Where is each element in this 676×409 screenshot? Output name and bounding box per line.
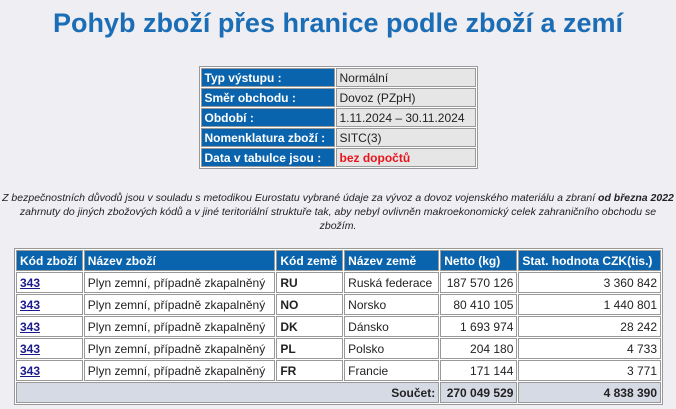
netto-cell: 171 144: [440, 360, 518, 381]
netto-cell: 187 570 126: [440, 272, 518, 293]
column-header: Název zboží: [83, 250, 276, 271]
netto-cell: 1 693 974: [440, 316, 518, 337]
goods-code-link[interactable]: 343: [20, 363, 41, 378]
table-row: 343 Plyn zemní, případně zkapalněný PL P…: [16, 338, 661, 359]
info-row: Typ výstupu : Normální: [200, 68, 476, 87]
info-row: Směr obchodu : Dovoz (PZpH): [200, 88, 476, 107]
info-row: Období :1.11.2024 – 30.11.2024: [200, 108, 476, 127]
note-text: Z bezpečnostních důvodů jsou v souladu s…: [2, 192, 599, 204]
sum-netto: 270 049 529: [440, 382, 518, 403]
sum-row: Součet: 270 049 529 4 838 390: [16, 382, 661, 403]
goods-name-cell: Plyn zemní, případně zkapalněný: [83, 272, 276, 293]
info-label: Směr obchodu :: [200, 88, 335, 107]
country-code-cell: DK: [276, 316, 344, 337]
goods-code-link[interactable]: 343: [20, 297, 41, 312]
table-header-row: Kód zboží Název zboží Kód země Název země Ne…: [16, 250, 661, 271]
value-cell: 3 771: [518, 360, 661, 381]
country-name-cell: Francie: [344, 360, 440, 381]
column-header: Kód zboží: [16, 250, 83, 271]
table-row: 343 Plyn zemní, případně zkapalněný NO N…: [16, 294, 661, 315]
info-label: Data v tabulce jsou :: [200, 148, 335, 167]
goods-name-cell: Plyn zemní, případně zkapalněný: [83, 360, 276, 381]
info-row: Data v tabulce jsou : bez dopočtů: [200, 148, 476, 167]
note-text: zahrnuty do jiných zbožových kódů a v ji…: [19, 206, 657, 232]
sum-label: Součet:: [16, 382, 440, 403]
goods-name-cell: Plyn zemní, případně zkapalněný: [83, 294, 276, 315]
goods-code-cell: 343: [16, 360, 83, 381]
info-label: Nomenklatura zboží :: [200, 128, 335, 147]
info-value: Dovoz (PZpH): [335, 88, 476, 107]
data-table: Kód zboží Název zboží Kód země Název země Ne…: [14, 248, 663, 405]
column-header: Název země: [344, 250, 440, 271]
security-note: Z bezpečnostních důvodů jsou v souladu s…: [0, 191, 676, 233]
value-cell: 1 440 801: [518, 294, 661, 315]
goods-name-cell: Plyn zemní, případně zkapalněný: [83, 316, 276, 337]
country-code-cell: NO: [276, 294, 344, 315]
info-label: Období :: [200, 108, 335, 127]
goods-code-cell: 343: [16, 272, 83, 293]
country-name-cell: Dánsko: [344, 316, 440, 337]
info-label: Typ výstupu :: [200, 68, 335, 87]
country-name-cell: Norsko: [344, 294, 440, 315]
column-header: Kód země: [276, 250, 344, 271]
country-name-cell: Ruská federace: [344, 272, 440, 293]
info-value: SITC(3): [335, 128, 476, 147]
goods-code-cell: 343: [16, 316, 83, 337]
goods-code-cell: 343: [16, 338, 83, 359]
country-code-cell: RU: [276, 272, 344, 293]
table-row: 343 Plyn zemní, případně zkapalněný DK D…: [16, 316, 661, 337]
table-row: 343 Plyn zemní, případně zkapalněný FR F…: [16, 360, 661, 381]
netto-cell: 80 410 105: [440, 294, 518, 315]
page-title: Pohyb zboží přes hranice podle zboží a z…: [52, 8, 624, 38]
goods-code-link[interactable]: 343: [20, 319, 41, 334]
goods-name-cell: Plyn zemní, případně zkapalněný: [83, 338, 276, 359]
value-cell: 28 242: [518, 316, 661, 337]
info-value: 1.11.2024 – 30.11.2024: [335, 108, 476, 127]
info-row: Nomenklatura zboží : SITC(3): [200, 128, 476, 147]
country-code-cell: PL: [276, 338, 344, 359]
country-name-cell: Polsko: [344, 338, 440, 359]
note-bold: od března 2022: [598, 192, 674, 204]
goods-code-link[interactable]: 343: [20, 275, 41, 290]
info-table: Typ výstupu : Normální Směr obchodu : Dovoz…: [198, 66, 478, 169]
goods-code-link[interactable]: 343: [20, 341, 41, 356]
value-cell: 3 360 842: [518, 272, 661, 293]
info-value: Normální: [335, 68, 476, 87]
country-code-cell: FR: [276, 360, 344, 381]
table-row: 343 Plyn zemní, případně zkapalněný RU R…: [16, 272, 661, 293]
value-cell: 4 733: [518, 338, 661, 359]
column-header: Stat. hodnota CZK(tis.): [518, 250, 661, 271]
sum-value: 4 838 390: [518, 382, 661, 403]
netto-cell: 204 180: [440, 338, 518, 359]
column-header: Netto (kg): [440, 250, 518, 271]
goods-code-cell: 343: [16, 294, 83, 315]
info-value: bez dopočtů: [335, 148, 476, 167]
